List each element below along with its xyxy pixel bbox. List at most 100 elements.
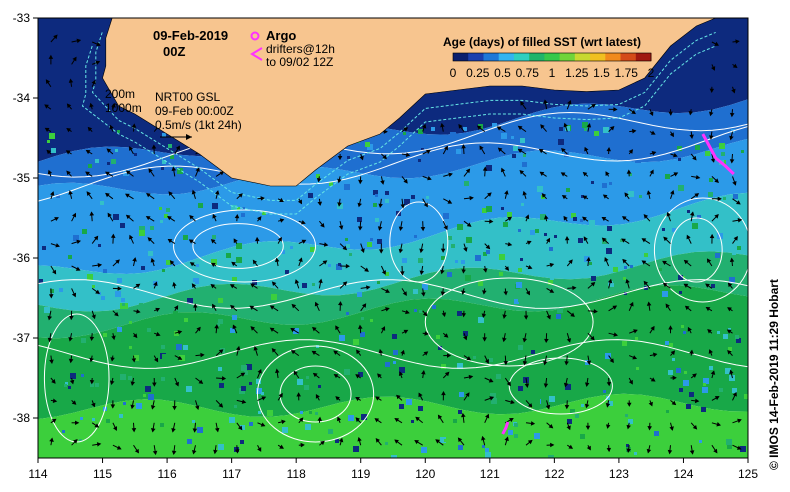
x-tick-label: 122 <box>544 467 564 481</box>
colorbar-cell <box>529 53 545 61</box>
field-pixel <box>39 279 43 283</box>
current-vector <box>257 396 267 401</box>
field-pixel <box>451 244 455 248</box>
current-vector <box>729 109 735 118</box>
current-vector <box>708 349 713 356</box>
y-tick-label: -36 <box>13 251 31 265</box>
current-vector <box>214 324 219 334</box>
current-vector <box>484 355 489 364</box>
field-pixel <box>580 219 583 222</box>
current-vector <box>193 303 198 311</box>
field-pixel <box>399 404 404 409</box>
field-pixel <box>59 288 63 292</box>
current-vector <box>89 333 95 342</box>
field-pixel <box>391 455 397 458</box>
field-pixel <box>478 317 484 323</box>
field-pixel <box>702 387 708 393</box>
field-pixel <box>566 188 570 192</box>
field-pixel <box>514 299 519 304</box>
field-pixel <box>591 181 594 184</box>
field-pixel <box>129 346 132 349</box>
field-pixel <box>357 292 362 297</box>
field-pixel <box>365 142 370 147</box>
field-pixel <box>548 455 554 458</box>
current-vector <box>401 288 407 297</box>
current-vector <box>153 355 159 363</box>
field-pixel <box>564 152 569 157</box>
field-pixel <box>622 341 627 346</box>
current-vector <box>333 374 341 379</box>
field-pixel <box>581 195 584 198</box>
field-pixel <box>237 207 240 210</box>
current-vector <box>732 391 737 401</box>
field-pixel <box>382 162 386 166</box>
current-vector <box>50 243 60 248</box>
current-vector <box>210 239 217 244</box>
field-pixel <box>518 298 522 302</box>
current-vector <box>626 422 631 430</box>
field-pixel <box>406 399 412 405</box>
field-pixel <box>452 208 457 213</box>
field-pixel <box>309 411 312 414</box>
current-vector <box>236 372 246 379</box>
colorbar-tick-label: 0.25 <box>466 66 490 80</box>
field-pixel <box>703 383 706 386</box>
current-vector <box>441 390 446 401</box>
field-pixel <box>98 244 101 247</box>
field-pixel <box>557 307 563 313</box>
field-pixel <box>282 427 288 433</box>
colorbar-tick-label: 0.75 <box>516 66 540 80</box>
field-pixel <box>62 430 65 433</box>
field-pixel <box>621 308 627 314</box>
isobath-1000m <box>81 45 716 215</box>
field-pixel <box>211 259 217 265</box>
current-vector <box>191 445 197 455</box>
current-vector <box>311 350 320 357</box>
field-pixel <box>101 296 105 300</box>
current-vector <box>360 285 371 290</box>
field-pixel <box>602 239 607 244</box>
field-pixel <box>418 159 421 162</box>
field-pixel <box>232 277 237 282</box>
current-vector <box>732 236 738 244</box>
current-vector <box>626 445 631 453</box>
field-pixel <box>179 355 185 361</box>
current-vector <box>541 193 547 200</box>
current-vector <box>47 310 53 321</box>
current-vector <box>68 333 73 342</box>
field-pixel <box>580 434 585 439</box>
current-vector <box>152 445 158 456</box>
field-pixel <box>82 229 87 234</box>
current-vector <box>540 124 547 132</box>
isobath-label-1000m: 1000m <box>105 101 142 115</box>
current-vector <box>684 305 692 312</box>
current-vector <box>112 286 122 291</box>
current-vector <box>381 287 390 293</box>
field-pixel <box>575 414 579 418</box>
current-vector <box>670 152 678 158</box>
field-pixel <box>610 283 614 287</box>
current-vector <box>66 128 72 133</box>
field-pixel <box>260 201 266 207</box>
current-vector <box>729 153 735 164</box>
field-pixel <box>139 303 143 307</box>
field-pixel <box>218 319 223 324</box>
current-vector <box>168 191 176 200</box>
current-vector <box>607 278 613 289</box>
field-pixel <box>183 345 188 350</box>
current-vector <box>44 104 52 110</box>
field-pixel <box>192 282 195 285</box>
field-pixel <box>232 315 237 320</box>
current-vector <box>690 153 697 161</box>
current-vector <box>628 377 633 385</box>
field-pixel <box>346 244 350 248</box>
current-vector <box>167 216 176 222</box>
field-pixel <box>554 235 557 238</box>
field-pixel <box>196 264 199 267</box>
field-pixel <box>609 182 612 185</box>
current-vector <box>711 64 716 71</box>
current-vector <box>212 213 217 222</box>
field-pixel <box>162 269 165 272</box>
current-vector <box>378 198 383 209</box>
current-vector <box>380 176 385 185</box>
